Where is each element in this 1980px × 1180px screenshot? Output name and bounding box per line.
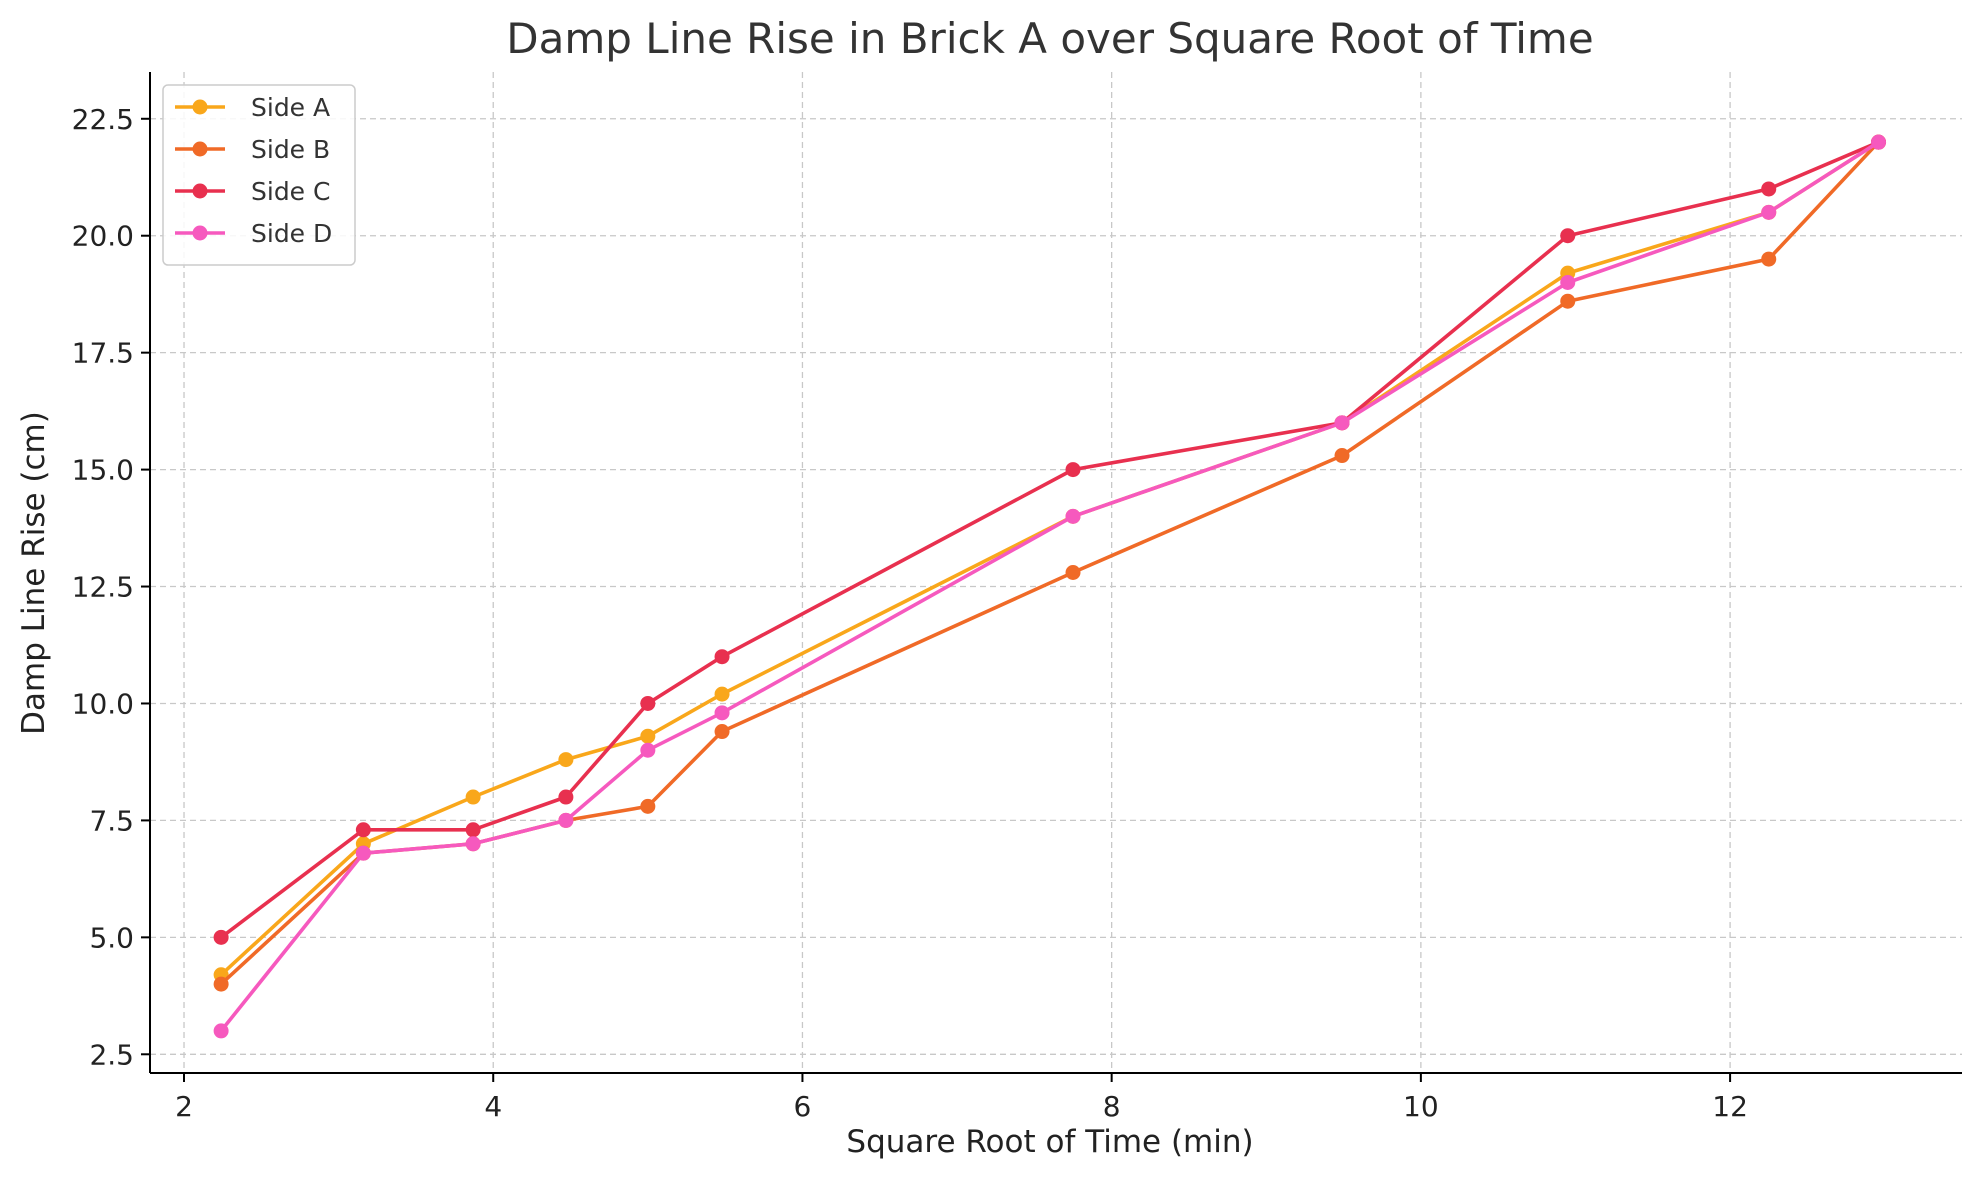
y-tick-label: 2.5 [89, 1038, 134, 1071]
y-tick-label: 22.5 [72, 103, 134, 136]
data-point-side-d [558, 812, 574, 828]
legend-swatch-marker [192, 225, 208, 241]
data-point-side-a [465, 789, 481, 805]
legend-label: Side C [251, 177, 330, 206]
grid-layer [150, 72, 1962, 1073]
data-point-side-d [640, 742, 656, 758]
data-point-side-a [714, 686, 730, 702]
x-tick-label: 10 [1403, 1090, 1439, 1123]
data-point-side-a [558, 752, 574, 768]
y-tick-label: 7.5 [89, 804, 134, 837]
series-line-side-d [219, 140, 1880, 1033]
x-tick-label: 4 [484, 1090, 502, 1123]
data-point-side-d [714, 705, 730, 721]
data-point-side-c [558, 789, 574, 805]
axes-layer: 2 4 6 8 10 12 2.5 5.0 7.5 10.0 12.5 15.0 17.5 20.0 22.… [72, 72, 1962, 1123]
y-tick-label: 10.0 [72, 687, 134, 720]
legend-swatch-marker [192, 183, 208, 199]
data-point-side-c [640, 695, 656, 711]
legend-box [162, 84, 356, 266]
x-tick-label: 6 [794, 1090, 812, 1123]
legend-swatch-marker [192, 99, 208, 115]
data-point-side-c [465, 822, 481, 838]
series-layer [213, 134, 1887, 1039]
data-point-side-c [355, 822, 371, 838]
data-point-side-c [213, 929, 229, 945]
legend-label: Side B [251, 135, 330, 164]
data-point-side-c [714, 649, 730, 665]
series-line-side-b [219, 140, 1880, 986]
x-axis-label: Square Root of Time (min) [846, 1124, 1253, 1160]
x-tick-label: 2 [175, 1090, 193, 1123]
x-tick-label: 8 [1103, 1090, 1121, 1123]
data-point-side-d [1871, 134, 1887, 150]
data-point-side-d [355, 845, 371, 861]
data-point-side-a [640, 728, 656, 744]
x-tick-label: 12 [1712, 1090, 1748, 1123]
data-point-side-d [1560, 274, 1576, 290]
data-point-side-c [1761, 181, 1777, 197]
data-point-side-b [1334, 448, 1350, 464]
data-point-side-b [1560, 293, 1576, 309]
legend-swatch-marker [192, 141, 208, 157]
y-tick-label: 20.0 [72, 220, 134, 253]
data-point-side-b [714, 724, 730, 740]
legend: Side A Side B Side C Side D [162, 84, 356, 266]
data-point-side-b [1065, 565, 1081, 580]
data-point-side-d [1334, 415, 1350, 431]
data-point-side-b [213, 976, 229, 992]
data-point-side-d [465, 836, 481, 852]
y-axis-label: Damp Line Rise (cm) [16, 411, 52, 735]
data-point-side-c [1065, 462, 1081, 478]
legend-label: Side D [251, 219, 332, 248]
y-tick-label: 17.5 [72, 337, 134, 370]
data-point-side-d [1761, 204, 1777, 220]
y-tick-label: 5.0 [89, 921, 134, 954]
chart-title: Damp Line Rise in Brick A over Square Ro… [506, 14, 1593, 63]
data-point-side-b [640, 798, 656, 814]
data-point-side-d [1065, 508, 1081, 524]
legend-item-side-d: Side D [175, 219, 332, 248]
series-side-b [213, 134, 1887, 992]
series-side-c [213, 134, 1887, 945]
series-side-d [213, 134, 1887, 1039]
legend-label: Side A [251, 93, 330, 122]
data-point-side-c [1560, 228, 1576, 244]
data-point-side-d [213, 1023, 229, 1039]
series-side-a [213, 134, 1887, 983]
data-point-side-b [1761, 251, 1777, 267]
legend-item-side-a: Side A [175, 93, 330, 122]
legend-item-side-b: Side B [175, 135, 330, 164]
y-tick-label: 12.5 [72, 571, 134, 604]
legend-item-side-c: Side C [175, 177, 330, 206]
y-tick-label: 15.0 [72, 454, 134, 487]
